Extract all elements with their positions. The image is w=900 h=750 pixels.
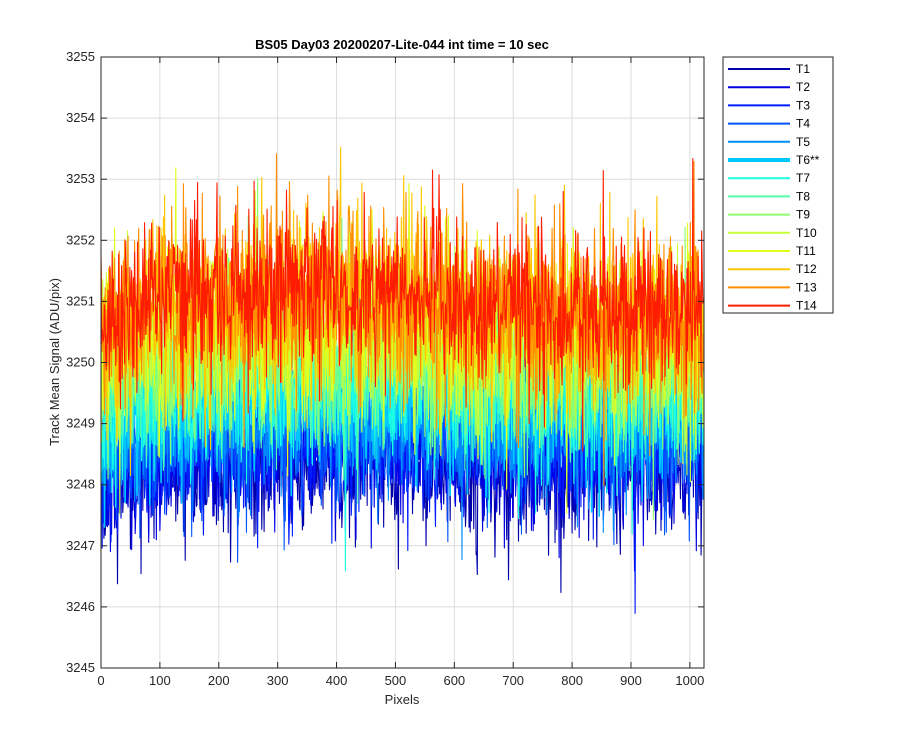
legend-box (722, 56, 834, 314)
legend-entry: T7 (728, 171, 810, 185)
legend-entry: T6** (728, 153, 820, 167)
legend-entry: T4 (728, 117, 810, 131)
y-tick-label: 3247 (66, 538, 95, 553)
x-tick-label: 700 (502, 673, 524, 688)
axis-ticks: 0 100 200 300 400 500 600 700 800 900 1000 3245 3246… (66, 49, 704, 688)
y-tick-label: 3245 (66, 660, 95, 675)
x-tick-label: 0 (97, 673, 104, 688)
legend-label: T5 (796, 135, 810, 149)
legend-label: T10 (796, 226, 817, 240)
legend-label: T4 (796, 117, 810, 131)
legend-entry: T3 (728, 98, 810, 112)
legend: T1 T2 T3 T4 T5 T6** T7 T8 T9 T10 T11 T12 T13 T14 (722, 56, 834, 314)
x-tick-label: 600 (443, 673, 465, 688)
x-tick-label: 500 (385, 673, 407, 688)
y-tick-label: 3255 (66, 49, 95, 64)
legend-entry: T5 (728, 135, 810, 149)
y-tick-label: 3250 (66, 355, 95, 370)
y-tick-label: 3249 (66, 416, 95, 431)
x-tick-label: 300 (267, 673, 289, 688)
legend-label: T11 (796, 244, 816, 258)
legend-entry: T12 (728, 262, 817, 276)
legend-label: T13 (796, 280, 817, 294)
y-tick-label: 3251 (66, 293, 95, 308)
legend-entry: T1 (728, 62, 810, 76)
series-lines (101, 146, 704, 614)
legend-entry: T10 (728, 226, 817, 240)
y-axis-label: Track Mean Signal (ADU/pix) (47, 278, 62, 446)
chart-title: BS05 Day03 20200207-Lite-044 int time = … (255, 37, 549, 52)
x-tick-label: 400 (326, 673, 348, 688)
legend-label: T8 (796, 189, 810, 203)
y-tick-label: 3246 (66, 599, 95, 614)
y-tick-label: 3248 (66, 477, 95, 492)
legend-label: T12 (796, 262, 817, 276)
legend-label: T6** (796, 153, 820, 167)
x-tick-label: 900 (620, 673, 642, 688)
x-tick-label: 800 (561, 673, 583, 688)
legend-label: T3 (796, 98, 810, 112)
legend-label: T2 (796, 80, 810, 94)
legend-entry: T14 (728, 299, 817, 313)
y-tick-label: 3253 (66, 171, 95, 186)
x-tick-label: 1000 (675, 673, 704, 688)
legend-label: T1 (796, 62, 810, 76)
legend-label: T7 (796, 171, 810, 185)
legend-label: T9 (796, 208, 810, 222)
legend-entry: T11 (728, 244, 816, 258)
legend-entry: T9 (728, 208, 810, 222)
x-tick-label: 200 (208, 673, 230, 688)
legend-entry: T8 (728, 189, 810, 203)
x-tick-label: 100 (149, 673, 171, 688)
x-axis-label: Pixels (385, 692, 420, 707)
y-tick-label: 3252 (66, 232, 95, 247)
legend-entry: T13 (728, 280, 817, 294)
y-tick-label: 3254 (66, 110, 95, 125)
series-line-t14 (101, 158, 704, 452)
legend-entry: T2 (728, 80, 810, 94)
legend-label: T14 (796, 299, 817, 313)
